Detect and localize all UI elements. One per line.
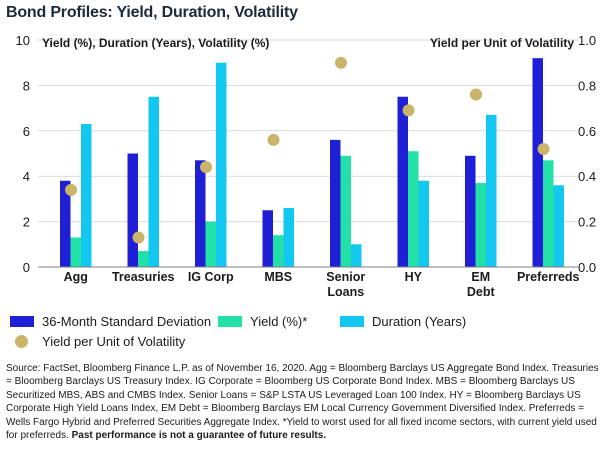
legend-swatch-std-dev — [10, 316, 34, 327]
legend-label-yield-per-vol: Yield per Unit of Volatility — [42, 334, 186, 349]
yield-bar — [475, 183, 486, 267]
category-labels: Agg Treasuries IG Corp MBS Senior Loans HY EM De… — [64, 270, 580, 299]
legend-item-yield: Yield (%)* — [218, 314, 307, 329]
std-dev-bar — [195, 160, 206, 267]
right-tick-label: 0.6 — [578, 124, 596, 139]
duration-bar — [418, 180, 429, 267]
legend-label-yield: Yield (%)* — [250, 314, 308, 329]
left-tick-label: 8 — [23, 78, 30, 93]
yield-per-vol-dot — [65, 183, 78, 196]
duration-bar — [553, 185, 564, 267]
legend-swatch-yield — [218, 316, 242, 327]
std-dev-bar — [60, 180, 71, 267]
right-tick-label: 0.0 — [578, 260, 596, 275]
bars — [60, 58, 564, 268]
std-dev-bar — [465, 155, 476, 267]
right-axis-title: Yield per Unit of Volatility — [430, 36, 574, 50]
chart-canvas: 0 2 4 6 8 10 0.0 0.2 0.4 0.6 0.8 1.0 Yield (%), Du… — [16, 33, 597, 299]
category-label: IG Corp — [188, 270, 234, 284]
yield-per-vol-dot — [335, 56, 348, 69]
yield-per-vol-dot — [402, 104, 415, 117]
std-dev-bar — [532, 58, 543, 267]
left-tick-label: 0 — [23, 260, 30, 275]
duration-bar — [283, 207, 294, 267]
category-label: Senior Loans — [326, 270, 365, 299]
duration-bar — [148, 96, 159, 267]
legend-label-duration: Duration (Years) — [372, 314, 467, 329]
legend-swatch-duration — [340, 316, 364, 327]
legend-label-std-dev: 36-Month Standard Deviation — [42, 314, 212, 329]
category-label: EM Debt — [467, 270, 496, 299]
yield-per-vol-dot — [200, 161, 213, 174]
yield-per-volatility-dots — [65, 56, 550, 244]
category-label: MBS — [264, 270, 292, 284]
legend-item-duration: Duration (Years) — [340, 314, 466, 329]
category-label: Agg — [64, 270, 88, 284]
chart-title: Bond Profiles: Yield, Duration, Volatili… — [6, 4, 298, 21]
duration-bar — [216, 62, 227, 268]
left-tick-label: 4 — [23, 169, 30, 184]
duration-bar — [486, 114, 497, 267]
left-tick-label: 2 — [23, 215, 30, 230]
yield-per-vol-dot — [537, 142, 550, 155]
right-tick-label: 1.0 — [578, 33, 596, 48]
duration-bar — [351, 244, 362, 267]
duration-bar — [81, 123, 92, 268]
yield-bar — [70, 237, 81, 267]
source-note: Source: FactSet, Bloomberg Finance L.P. … — [6, 362, 606, 442]
yield-bar — [340, 155, 351, 267]
yield-bar — [543, 160, 554, 267]
right-axis-ticks: 0.0 0.2 0.4 0.6 0.8 1.0 — [578, 33, 596, 275]
left-tick-label: 10 — [16, 33, 30, 48]
legend-swatch-yield-per-vol — [15, 335, 28, 348]
gridlines — [38, 39, 578, 223]
yield-bar — [408, 151, 419, 267]
yield-per-vol-dot — [470, 88, 483, 101]
yield-bar — [138, 251, 149, 267]
left-tick-label: 6 — [23, 124, 30, 139]
yield-bar — [273, 235, 284, 267]
category-label: HY — [405, 270, 423, 284]
category-label: Treasuries — [112, 270, 175, 284]
yield-per-vol-dot — [267, 133, 280, 146]
yield-per-vol-dot — [132, 231, 145, 244]
legend-item-std-dev: 36-Month Standard Deviation — [10, 314, 211, 329]
category-label: Preferreds — [517, 270, 580, 284]
yield-bar — [205, 221, 216, 267]
right-tick-label: 0.2 — [578, 215, 596, 230]
right-tick-label: 0.8 — [578, 78, 596, 93]
source-disclaimer: Past performance is not a guarantee of f… — [71, 430, 327, 442]
right-tick-label: 0.4 — [578, 169, 596, 184]
std-dev-bar — [127, 153, 138, 267]
std-dev-bar — [262, 210, 273, 267]
left-axis-ticks: 0 2 4 6 8 10 — [16, 33, 30, 275]
std-dev-bar — [397, 96, 408, 267]
source-text: Source: FactSet, Bloomberg Finance L.P. … — [6, 363, 599, 442]
left-axis-title: Yield (%), Duration (Years), Volatility … — [42, 36, 269, 50]
legend-item-yield-per-vol: Yield per Unit of Volatility — [10, 334, 185, 349]
std-dev-bar — [330, 139, 341, 267]
